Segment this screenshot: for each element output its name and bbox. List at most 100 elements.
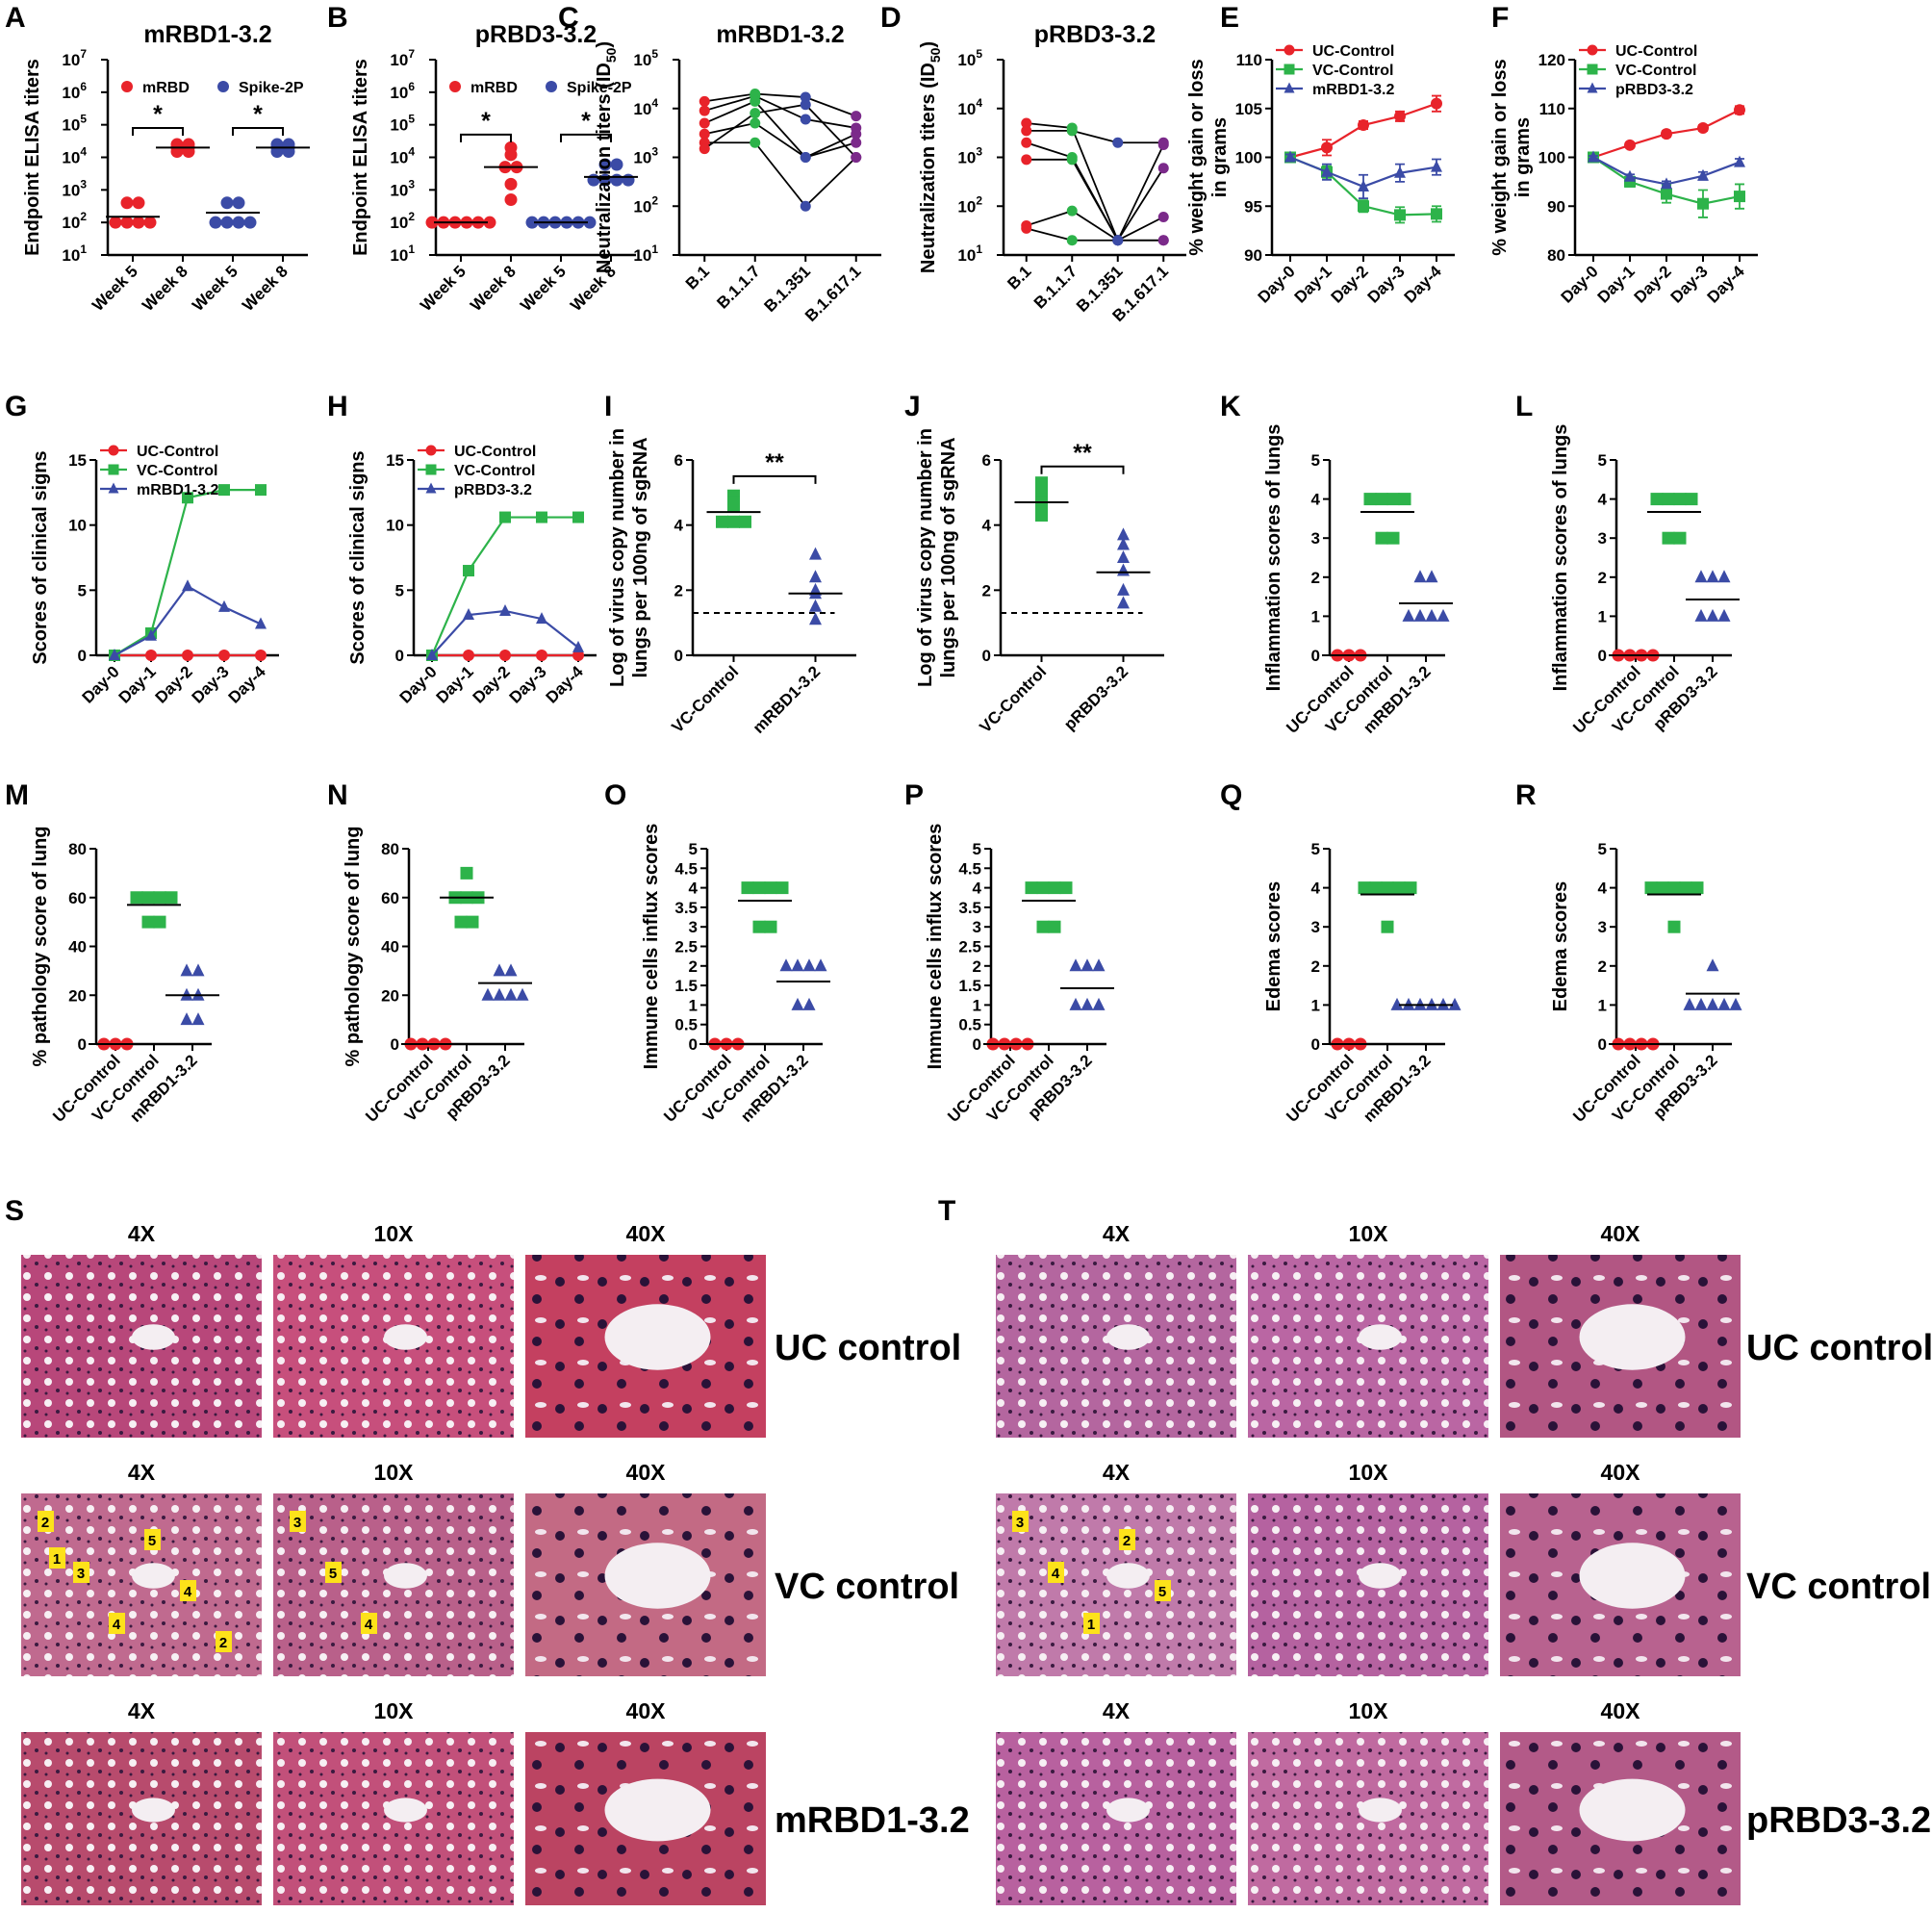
y-tick-label: 104 <box>62 145 87 167</box>
data-point <box>1080 997 1094 1010</box>
annotation-number: 3 <box>77 1566 85 1582</box>
y-tick-label: 0 <box>78 1035 87 1054</box>
data-point <box>1381 920 1394 933</box>
histology-panel-t: T 4X 10X 40X UC control 4X 3 4 1 2 5 10X 40X VC contr… <box>938 1195 1932 1905</box>
y-tick-label: 103 <box>957 145 982 167</box>
y-tick-base: 10 <box>633 149 651 167</box>
data-point <box>493 963 506 977</box>
legend-label: VC-Control <box>454 463 535 479</box>
y-tick-label: 107 <box>390 47 415 69</box>
series-line <box>114 584 262 656</box>
y-tick-base: 0 <box>391 1035 399 1054</box>
data-point <box>1363 493 1377 506</box>
y-tick-base: 1 <box>1598 607 1607 625</box>
y-tick-label: 4 <box>1311 880 1321 898</box>
magnification-label: 4X <box>1103 1698 1131 1723</box>
y-tick-label: 5 <box>1598 840 1607 858</box>
data-point <box>483 216 496 229</box>
series-line <box>430 516 578 656</box>
data-point <box>1662 493 1675 506</box>
annotation-number: 3 <box>293 1515 301 1531</box>
y-axis-label-text: Inflammation scores of lungs <box>1263 424 1284 692</box>
data-point <box>1036 881 1050 895</box>
data-point <box>165 891 178 905</box>
y-tick-base: 4 <box>674 517 684 535</box>
y-axis-label-subscript: 50 <box>603 47 619 63</box>
magnification-label: 4X <box>128 1221 156 1246</box>
y-axis-label-line2: lungs per 100ng of sgRNA <box>630 437 651 677</box>
y-tick-label: 4.5 <box>958 859 981 878</box>
y-axis-label: Scores of clinical signs <box>347 450 369 664</box>
legend-marker <box>425 482 437 494</box>
data-point <box>255 650 267 661</box>
annotation-number: 4 <box>1052 1566 1060 1582</box>
y-tick-base: 1.5 <box>958 977 981 995</box>
significance-label: * <box>153 101 163 128</box>
data-point <box>1624 169 1636 182</box>
y-tick-base: 10 <box>957 100 976 118</box>
y-tick-base: 105 <box>1235 100 1262 118</box>
panel-letter: C <box>558 2 579 34</box>
series-line <box>1026 227 1164 242</box>
y-tick-base: 5 <box>1598 840 1607 858</box>
panel-letter: S <box>5 1195 24 1227</box>
data-point <box>1706 958 1719 972</box>
data-point <box>1694 997 1708 1010</box>
y-tick-base: 0 <box>674 647 683 665</box>
data-point <box>109 216 122 229</box>
y-tick-label: 1.5 <box>674 977 698 995</box>
alveolar-space <box>1359 1798 1402 1823</box>
y-axis-label-text: Endpoint ELISA titers <box>22 59 43 256</box>
y-tick-label: 15 <box>68 451 87 470</box>
y-tick-label: 3 <box>1598 529 1607 548</box>
legend-marker <box>1587 44 1598 56</box>
y-tick-label: 0 <box>674 647 683 665</box>
data-point <box>1431 208 1442 220</box>
data-point <box>499 511 511 523</box>
y-tick-base: 3 <box>1311 529 1320 548</box>
x-tick-label: Week 8 <box>139 262 191 315</box>
data-point <box>1117 582 1130 596</box>
x-tick-label: Week 8 <box>239 262 292 315</box>
annotation-number: 4 <box>113 1617 121 1633</box>
data-point <box>1413 570 1427 583</box>
data-point <box>1392 881 1406 895</box>
data-point <box>1069 997 1082 1010</box>
y-tick-label: 100 <box>1538 149 1565 167</box>
y-tick-label: 103 <box>390 177 415 199</box>
chart-panel-p: P00.511.522.533.544.55UC-ControlVC-Contr… <box>904 779 1114 1126</box>
y-tick-label: 105 <box>957 47 982 69</box>
data-point <box>182 650 193 661</box>
y-axis-label: Neutralization titers (ID50) <box>594 41 619 273</box>
panel-letter: E <box>1220 2 1239 34</box>
data-point <box>1644 881 1658 895</box>
annotation-number: 2 <box>219 1635 227 1651</box>
data-point <box>779 958 793 972</box>
y-axis-label-subscript: 50 <box>928 47 943 63</box>
data-point <box>791 997 804 1010</box>
data-point <box>1402 608 1415 622</box>
data-point <box>809 599 822 612</box>
data-point <box>499 650 511 661</box>
data-point <box>800 99 811 111</box>
panel-letter: R <box>1515 779 1537 811</box>
y-tick-base: 10 <box>390 51 408 69</box>
data-point <box>752 881 766 895</box>
panel-letter: F <box>1491 2 1509 34</box>
y-tick-base: 4 <box>973 880 982 898</box>
y-tick-base: 110 <box>1539 100 1565 118</box>
annotation-marker <box>1155 1580 1171 1601</box>
data-point <box>504 987 518 1001</box>
y-tick-label: 60 <box>68 889 87 907</box>
y-tick-base: 0 <box>78 647 87 665</box>
y-tick-base: 10 <box>68 517 87 535</box>
y-tick-base: 4 <box>1598 491 1608 509</box>
data-point <box>802 958 816 972</box>
y-tick-exponent: 5 <box>408 113 415 126</box>
y-axis-label-text: % pathology score of lung <box>30 826 51 1066</box>
y-tick-label: 4 <box>1598 880 1608 898</box>
magnification-label: 10X <box>1349 1460 1389 1485</box>
legend-marker <box>1284 44 1295 56</box>
data-point <box>775 881 789 895</box>
